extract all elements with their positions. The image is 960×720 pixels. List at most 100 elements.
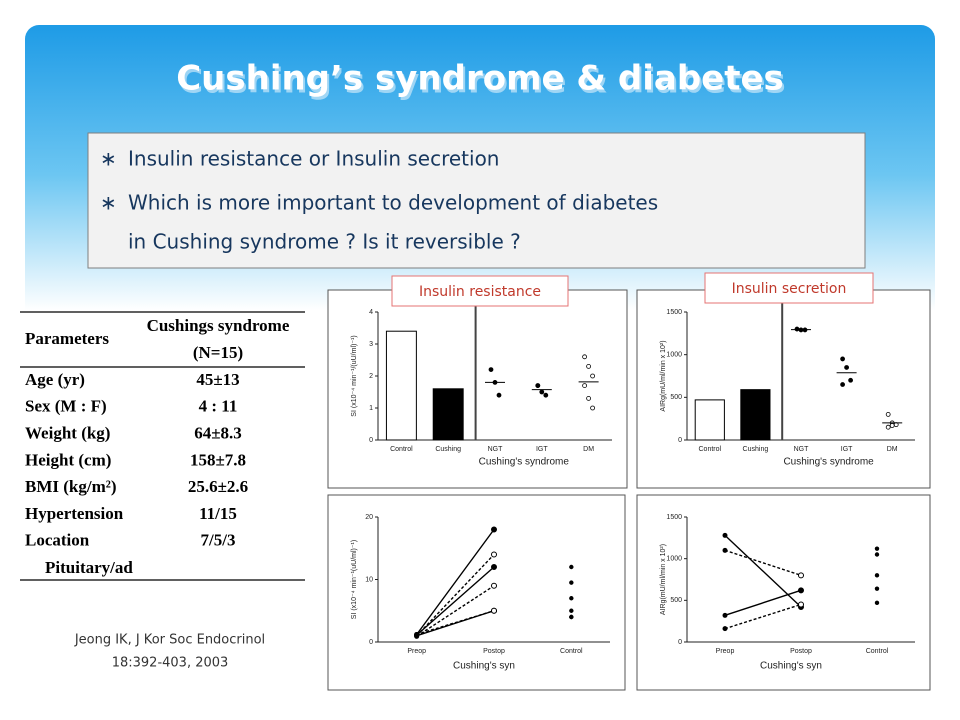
title-shadow: Cushing’s syndrome & diabetes (178, 62, 786, 102)
dot (848, 377, 853, 383)
x-tick-label: NGT (794, 446, 810, 453)
label-box (704, 272, 874, 304)
x-tick-label: Control (699, 446, 722, 453)
dot (582, 354, 587, 360)
dot (569, 580, 574, 585)
dot (844, 365, 849, 370)
dot (885, 411, 891, 417)
table-cell: Pituitary/ad (45, 558, 133, 577)
citation: 18:392-403, 2003 (112, 656, 229, 671)
dot (798, 572, 804, 579)
y-tick-label: 0 (369, 639, 373, 646)
pair-line (416, 585, 495, 637)
figures: 0 1 2 3 4 SI (x10⁻⁴ min⁻¹/(uU/ml)⁻¹) Control Cu… (327, 289, 931, 691)
y-tick-label: 10 (365, 576, 373, 583)
table-cell: BMI (kg/m²) (25, 477, 117, 496)
figure-panel (636, 289, 931, 489)
table-cell: 45±13 (196, 370, 239, 389)
table-header: Parameters (25, 329, 109, 348)
dot (874, 552, 880, 557)
dot (885, 424, 891, 430)
y-tick-label: 0 (678, 437, 682, 444)
dot (722, 547, 728, 553)
x-tick-label: Cushing (435, 446, 461, 453)
dot (586, 395, 591, 401)
bar (740, 389, 771, 441)
dot (874, 573, 880, 578)
dot (840, 356, 845, 362)
dot (889, 423, 895, 428)
x-tick-label: Control (866, 648, 889, 655)
x-tick-label: Control (390, 446, 413, 453)
x-tick-label: DM (583, 446, 594, 453)
y-axis-label: SI (x10⁻⁴ min⁻¹(uU/ml)⁻¹) (351, 540, 358, 619)
y-tick-label: 4 (369, 309, 373, 316)
dot (722, 626, 728, 632)
figure-panel (327, 289, 628, 489)
x-tick-label: Preop (716, 648, 735, 655)
dot (491, 582, 497, 589)
table-header: (N=15) (193, 343, 243, 362)
y-axis-label: AIRg(mU/ml/min x 10²) (660, 544, 667, 615)
figure-panel (636, 494, 931, 691)
table-cell: 64±8.3 (194, 424, 242, 443)
table-cell: Sex (M : F) (25, 397, 107, 416)
dot (798, 601, 804, 608)
bullet-box (87, 132, 866, 269)
table-cell: Hypertension (25, 504, 124, 523)
dot (491, 526, 497, 533)
bullet: Insulin resistance or Insulin secretion (128, 147, 499, 171)
dot (586, 363, 591, 369)
y-tick-label: 1000 (666, 556, 682, 563)
bar (432, 388, 464, 441)
dot (590, 373, 595, 379)
dot (496, 392, 502, 398)
y-tick-label: 500 (670, 394, 682, 401)
y-tick-label: 2 (369, 373, 373, 380)
x-axis-label: Cushing's syn (453, 661, 515, 672)
dot (840, 382, 845, 387)
x-tick-label: DM (887, 446, 898, 453)
dot (491, 564, 497, 570)
dot (582, 383, 587, 389)
dot (722, 612, 728, 618)
dot (874, 600, 880, 606)
pair-line (416, 566, 495, 636)
pair-line (724, 549, 802, 576)
table-cell: Age (yr) (25, 370, 85, 389)
table: Parameters Cushings syndrome (N=15) Age (yr… (20, 311, 305, 581)
table-cell: 4 : 11 (199, 397, 238, 416)
x-tick-label: IGT (536, 446, 548, 453)
pair-line (416, 554, 495, 637)
pair-line (724, 603, 802, 630)
dot (414, 632, 420, 637)
table-cell: Height (cm) (25, 450, 111, 469)
bullet: Which is more important to development o… (128, 191, 658, 215)
bullet-symbol: ∗ (100, 191, 117, 215)
y-tick-label: 1500 (666, 514, 682, 521)
citation: Jeong IK, J Kor Soc Endocrinol (74, 633, 265, 648)
dot (543, 392, 549, 398)
table-header: Cushings syndrome (147, 316, 290, 335)
dot (874, 546, 880, 551)
label-box (391, 275, 569, 307)
dot (569, 608, 574, 613)
table-cell: Location (25, 531, 90, 550)
y-tick-label: 0 (369, 437, 373, 444)
y-tick-label: 20 (365, 514, 373, 521)
table-cell: 7/5/3 (201, 531, 236, 550)
dot (794, 326, 800, 332)
dot (539, 389, 545, 395)
title: Cushing’s syndrome & diabetes (176, 59, 784, 99)
dot (535, 383, 541, 389)
y-tick-label: 500 (670, 597, 682, 604)
table-cell: 158±7.8 (190, 450, 246, 469)
dot (569, 596, 574, 601)
dot (491, 551, 497, 558)
dot (569, 564, 574, 570)
dot (874, 586, 880, 591)
dot (722, 532, 728, 538)
bullet-symbol: ∗ (100, 147, 117, 171)
figure-label: Insulin secretion (732, 281, 847, 297)
